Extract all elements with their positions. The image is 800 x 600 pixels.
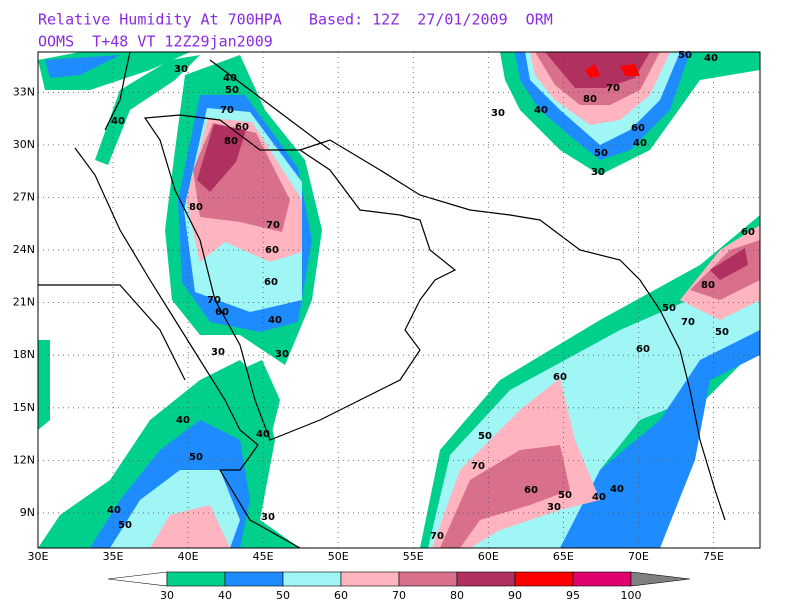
humidity-fields bbox=[38, 52, 760, 548]
x-tick-label: 50E bbox=[328, 550, 349, 563]
x-tick-label: 75E bbox=[703, 550, 724, 563]
contour-label: 70 bbox=[681, 317, 695, 328]
contour-label: 30 bbox=[491, 108, 505, 119]
x-tick-label: 60E bbox=[478, 550, 499, 563]
colorbar-label: 50 bbox=[276, 589, 290, 600]
contour-label: 30 bbox=[261, 512, 275, 523]
contour-label: 80 bbox=[189, 202, 203, 213]
graticule bbox=[37, 52, 760, 548]
y-tick-label: 15N bbox=[13, 401, 35, 414]
contour-label: 40 bbox=[176, 415, 190, 426]
contour-label: 70 bbox=[430, 531, 444, 542]
y-tick-label: 27N bbox=[13, 190, 35, 203]
map-subtitle: OOMS T+48 VT 12Z29jan2009 bbox=[38, 33, 273, 51]
y-tick-label: 24N bbox=[13, 243, 35, 256]
contour-label: 80 bbox=[701, 280, 715, 291]
colorbar-label: 70 bbox=[392, 589, 406, 600]
y-tick-label: 18N bbox=[13, 348, 35, 361]
contour-label: 40 bbox=[534, 105, 548, 116]
colorbar-under bbox=[107, 571, 168, 587]
x-tick-label: 65E bbox=[553, 550, 574, 563]
contour-label: 60 bbox=[264, 277, 278, 288]
y-tick-label: 21N bbox=[13, 296, 35, 309]
colorbar-label: 80 bbox=[450, 589, 464, 600]
colorbar-box bbox=[340, 571, 400, 587]
y-tick-label: 9N bbox=[20, 506, 35, 519]
contour-label: 80 bbox=[224, 136, 238, 147]
contour-label: 60 bbox=[636, 344, 650, 355]
x-tick-label: 30E bbox=[28, 550, 49, 563]
colorbar-label: 40 bbox=[218, 589, 232, 600]
colorbar-label: 100 bbox=[621, 589, 642, 600]
contour-label: 70 bbox=[220, 105, 234, 116]
colorbar-box bbox=[224, 571, 284, 587]
colorbar: 30 40 50 60 70 80 90 95 100 bbox=[107, 571, 691, 600]
contour-label: 60 bbox=[215, 307, 229, 318]
y-tick-label: 12N bbox=[13, 453, 35, 466]
contour-label: 60 bbox=[235, 122, 249, 133]
x-tick-label: 70E bbox=[628, 550, 649, 563]
contour-label: 40 bbox=[268, 315, 282, 326]
axes: 30E 35E 40E 45E 50E 55E 60E 65E 70E 75E 9N 12N 15N 18… bbox=[13, 85, 724, 563]
colorbar-label: 90 bbox=[508, 589, 522, 600]
colorbar-box bbox=[456, 571, 516, 587]
contour-label: 40 bbox=[107, 505, 121, 516]
contour-label: 50 bbox=[715, 327, 729, 338]
x-tick-label: 35E bbox=[103, 550, 124, 563]
contour-label: 70 bbox=[266, 220, 280, 231]
contour-label: 40 bbox=[610, 484, 624, 495]
contour-label: 30 bbox=[174, 64, 188, 75]
contour-label: 50 bbox=[225, 85, 239, 96]
contour-label: 40 bbox=[592, 492, 606, 503]
contour-label: 60 bbox=[524, 485, 538, 496]
colorbar-box bbox=[166, 571, 226, 587]
colorbar-box bbox=[572, 571, 632, 587]
x-tick-label: 55E bbox=[403, 550, 424, 563]
contour-label: 70 bbox=[207, 295, 221, 306]
contour-label: 50 bbox=[662, 303, 676, 314]
y-tick-label: 33N bbox=[13, 85, 35, 98]
contour-label: 60 bbox=[265, 245, 279, 256]
contour-label: 40 bbox=[704, 53, 718, 64]
colorbar-over bbox=[630, 571, 691, 587]
contour-label: 30 bbox=[211, 347, 225, 358]
y-tick-label: 30N bbox=[13, 138, 35, 151]
contour-label: 50 bbox=[118, 520, 132, 531]
coastlines bbox=[38, 52, 726, 548]
contour-label: 60 bbox=[631, 123, 645, 134]
colorbar-label: 95 bbox=[566, 589, 580, 600]
contour-label: 70 bbox=[471, 461, 485, 472]
x-tick-label: 40E bbox=[178, 550, 199, 563]
contour-label: 30 bbox=[275, 349, 289, 360]
map-title: Relative Humidity At 700HPA Based: 12Z 2… bbox=[38, 11, 553, 29]
colorbar-label: 60 bbox=[334, 589, 348, 600]
contour-label: 30 bbox=[547, 502, 561, 513]
contour-label: 40 bbox=[633, 138, 647, 149]
contour-label: 50 bbox=[189, 452, 203, 463]
contour-label: 50 bbox=[558, 490, 572, 501]
contour-labels: 3040506070808070606070604030304040504030… bbox=[107, 50, 755, 542]
contour-label: 60 bbox=[741, 227, 755, 238]
map-frame bbox=[37, 51, 761, 549]
x-tick-label: 45E bbox=[253, 550, 274, 563]
contour-label: 60 bbox=[553, 372, 567, 383]
colorbar-label: 30 bbox=[160, 589, 174, 600]
contour-label: 70 bbox=[606, 83, 620, 94]
contour-label: 80 bbox=[583, 94, 597, 105]
contour-label: 50 bbox=[678, 50, 692, 61]
contour-label: 40 bbox=[256, 429, 270, 440]
contour-label: 40 bbox=[223, 73, 237, 84]
contour-label: 50 bbox=[478, 431, 492, 442]
contour-label: 50 bbox=[594, 148, 608, 159]
contour-label: 30 bbox=[591, 167, 605, 178]
colorbar-box bbox=[398, 571, 458, 587]
colorbar-box bbox=[514, 571, 574, 587]
contour-label: 40 bbox=[111, 116, 125, 127]
colorbar-box bbox=[282, 571, 342, 587]
